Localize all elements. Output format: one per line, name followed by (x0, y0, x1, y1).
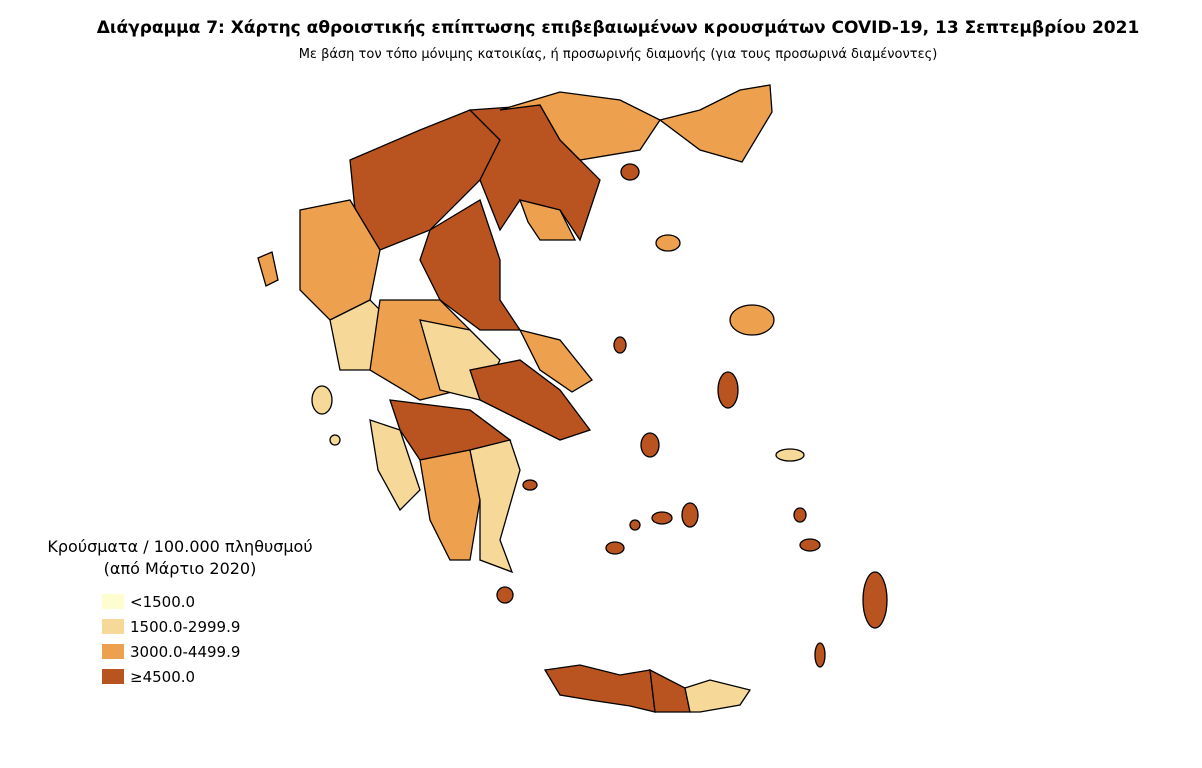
legend-label: 3000.0-4499.9 (130, 643, 240, 661)
title: Διάγραμμα 7: Χάρτης αθροιστικής επίπτωση… (97, 18, 1140, 38)
subtitle: Με βάση τον τόπο μόνιμης κατοικίας, ή πρ… (299, 47, 938, 62)
legend-label: <1500.0 (130, 593, 195, 611)
legend-title: Κρούσματα / 100.000 πληθυσμού (47, 537, 312, 556)
legend-label: ≥4500.0 (130, 668, 195, 686)
legend-swatch (102, 644, 124, 659)
legend-label: 1500.0-2999.9 (130, 618, 240, 636)
legend-title: (από Μάρτιο 2020) (104, 559, 257, 578)
legend-swatch (102, 594, 124, 609)
legend: <1500.0 1500.0-2999.9 3000.0-4499.9 ≥4500.0 (102, 593, 240, 686)
legend-swatch (102, 619, 124, 634)
regions (257, 84, 888, 713)
legend-swatch (102, 669, 124, 684)
